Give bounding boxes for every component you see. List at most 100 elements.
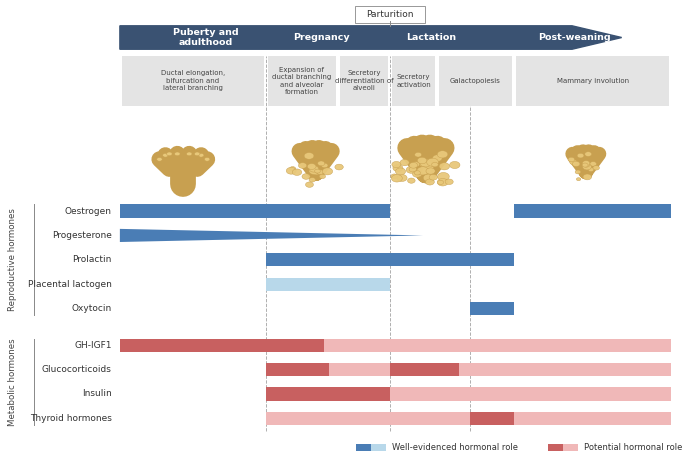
Bar (120, 339, 324, 352)
Circle shape (593, 166, 599, 170)
Circle shape (309, 166, 319, 172)
Circle shape (186, 152, 192, 156)
Bar (548, 444, 563, 451)
Text: Thyroid hormones: Thyroid hormones (29, 414, 112, 423)
Text: GH-IGF1: GH-IGF1 (74, 340, 112, 350)
Circle shape (321, 163, 328, 168)
Bar (324, 339, 671, 352)
Text: Placental lactogen: Placental lactogen (28, 280, 112, 289)
Text: Insulin: Insulin (82, 389, 112, 399)
Circle shape (308, 164, 316, 169)
Circle shape (299, 163, 307, 168)
Circle shape (437, 151, 448, 158)
FancyBboxPatch shape (355, 6, 425, 23)
Bar (392, 56, 435, 106)
Circle shape (316, 170, 323, 174)
FancyArrow shape (120, 26, 622, 49)
Circle shape (576, 178, 581, 181)
Circle shape (304, 152, 314, 159)
Circle shape (588, 167, 594, 172)
Circle shape (429, 174, 438, 180)
Circle shape (432, 162, 438, 167)
Circle shape (583, 162, 590, 167)
Text: Mammary involution: Mammary involution (557, 78, 629, 84)
Bar (120, 204, 390, 218)
Circle shape (313, 171, 319, 175)
Circle shape (315, 170, 321, 173)
Circle shape (195, 152, 200, 156)
Text: Progesterone: Progesterone (52, 231, 112, 240)
Bar (390, 387, 671, 401)
Circle shape (322, 168, 333, 175)
Circle shape (432, 155, 443, 161)
Circle shape (425, 179, 434, 185)
Circle shape (423, 164, 434, 171)
Circle shape (583, 174, 592, 180)
Text: Post-weaning: Post-weaning (538, 33, 611, 42)
Circle shape (162, 153, 169, 157)
Text: Well-evidenced hormonal role: Well-evidenced hormonal role (392, 443, 518, 452)
Circle shape (393, 165, 403, 172)
Text: Oxytocin: Oxytocin (71, 304, 112, 313)
Bar (470, 302, 514, 315)
Circle shape (290, 166, 296, 171)
Circle shape (391, 174, 402, 182)
Bar (470, 412, 514, 425)
Circle shape (414, 152, 421, 157)
Circle shape (302, 174, 310, 179)
Text: Secretory
differentiation of
alveoli: Secretory differentiation of alveoli (334, 70, 393, 91)
Circle shape (577, 153, 584, 158)
Circle shape (438, 181, 444, 184)
Polygon shape (120, 229, 423, 242)
Bar (516, 56, 669, 106)
Circle shape (395, 168, 406, 175)
Circle shape (445, 179, 453, 184)
Text: Lactation: Lactation (406, 33, 456, 42)
Circle shape (409, 162, 418, 168)
Circle shape (406, 166, 416, 174)
Circle shape (412, 171, 422, 177)
Circle shape (392, 161, 401, 167)
Text: Reproductive hormones: Reproductive hormones (8, 208, 17, 311)
Text: Oestrogen: Oestrogen (64, 206, 112, 216)
Circle shape (422, 168, 431, 174)
Text: Prolactin: Prolactin (73, 255, 112, 265)
Bar (266, 387, 390, 401)
Circle shape (390, 174, 398, 179)
Circle shape (419, 160, 430, 167)
Circle shape (204, 158, 210, 161)
Bar (329, 363, 390, 376)
Circle shape (319, 174, 325, 179)
Circle shape (438, 173, 449, 181)
Text: Expansion of
ductal branching
and alveolar
formation: Expansion of ductal branching and alveol… (272, 67, 332, 95)
Circle shape (416, 167, 429, 175)
Circle shape (449, 161, 460, 168)
Circle shape (426, 168, 435, 174)
Bar (266, 412, 470, 425)
Text: Parturition: Parturition (366, 9, 414, 19)
Circle shape (335, 164, 343, 170)
Text: Secretory
activation: Secretory activation (396, 74, 431, 88)
Circle shape (582, 163, 588, 167)
Bar (563, 444, 578, 451)
Bar (371, 444, 386, 451)
Bar (356, 444, 371, 451)
Circle shape (437, 179, 448, 186)
Text: Puberty and
adulthood: Puberty and adulthood (173, 28, 238, 47)
Circle shape (585, 151, 592, 157)
Circle shape (314, 169, 321, 173)
Circle shape (309, 167, 319, 174)
Circle shape (286, 167, 296, 174)
Text: Galactopoiesis: Galactopoiesis (450, 78, 501, 84)
Circle shape (572, 161, 580, 166)
Circle shape (309, 178, 316, 182)
Circle shape (400, 159, 409, 166)
Text: Glucocorticoids: Glucocorticoids (42, 365, 112, 374)
Bar (514, 412, 671, 425)
Circle shape (412, 162, 420, 167)
Bar (439, 56, 512, 106)
Circle shape (166, 152, 172, 156)
Circle shape (409, 167, 416, 172)
Circle shape (199, 153, 204, 157)
Circle shape (427, 158, 438, 166)
